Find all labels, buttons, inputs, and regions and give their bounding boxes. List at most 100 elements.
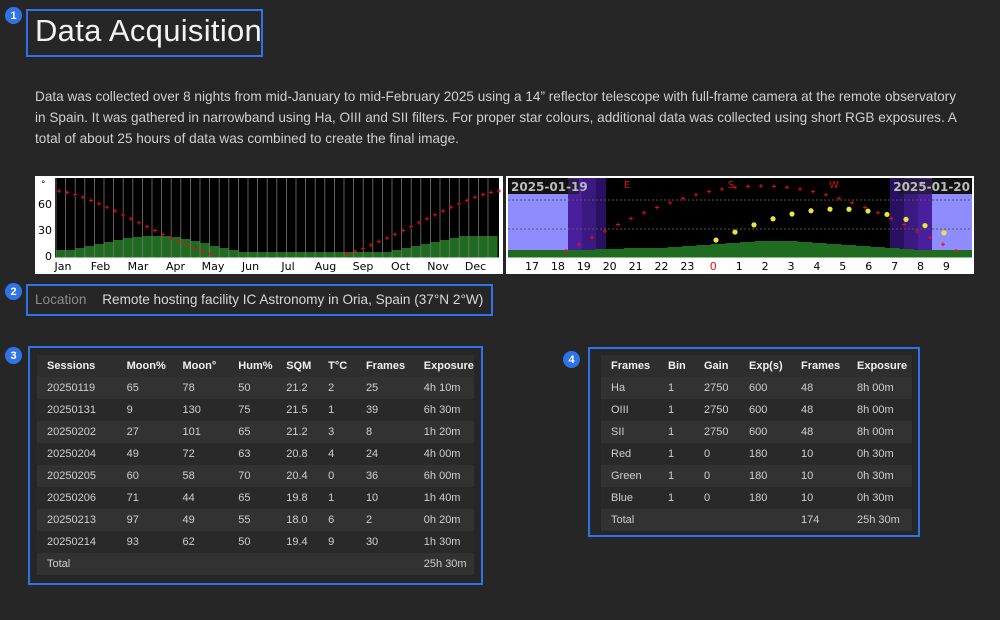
- night-target-marker: [922, 222, 928, 229]
- annual-moon-marker: [89, 198, 93, 203]
- annual-bar: [363, 252, 373, 258]
- annual-bar: [478, 236, 488, 258]
- sessions-table-cell: 1h 40m: [413, 487, 474, 509]
- night-bar: [667, 247, 682, 258]
- sessions-table-cell: 20.4: [276, 465, 319, 487]
- sessions-header-cell: Moon%: [116, 355, 173, 377]
- annual-moon-marker: [465, 198, 469, 203]
- sessions-table-cell: 6: [318, 509, 356, 531]
- annual-bar: [228, 250, 239, 258]
- sessions-table-cell: 50: [228, 531, 277, 553]
- sessions-table-cell: 101: [172, 421, 229, 443]
- annual-bar: [161, 236, 172, 258]
- annual-y-tick: 30: [38, 224, 52, 237]
- annual-month-label: Oct: [391, 260, 411, 273]
- annual-chart-svg: ° 60 30 0 Jan Feb Mar Apr May Jun Jul Aug Sep Oct…: [38, 178, 522, 273]
- night-moon-marker: [759, 184, 763, 188]
- annual-moon-marker: [209, 252, 213, 257]
- sessions-table-cell: 21.5: [276, 399, 319, 421]
- annual-bar: [334, 252, 344, 258]
- annual-moon-marker: [161, 232, 165, 237]
- sessions-table-cell: 20250213: [37, 509, 117, 531]
- annual-bar: [248, 252, 258, 258]
- sessions-table-cell: 62: [172, 531, 229, 553]
- frames-table-row: Green 1 0 180 10 0h 30m: [601, 465, 912, 487]
- annual-month-label: Dec: [465, 260, 486, 273]
- frames-table-cell: 600: [739, 399, 791, 421]
- annual-moon-marker: [457, 201, 461, 206]
- sessions-table-cell: 20250205: [37, 465, 117, 487]
- night-moon-marker: [785, 185, 789, 190]
- sessions-table-cell: 27: [116, 421, 173, 443]
- night-bar: [740, 242, 755, 258]
- night-moon-marker: [720, 187, 724, 192]
- night-target-marker: [846, 206, 852, 212]
- sessions-table-row: 20250205 60 58 70 20.4 0 36 6h 00m: [37, 465, 474, 487]
- frames-table-cell: 10: [791, 465, 847, 487]
- night-hour-label: 6: [865, 260, 872, 273]
- sessions-table-cell: 9: [318, 531, 356, 553]
- night-bar: [537, 250, 552, 258]
- annual-bar: [104, 242, 114, 258]
- frames-table-cell: 8h 00m: [847, 399, 912, 421]
- annual-bar: [238, 252, 248, 258]
- sessions-table-cell: [355, 553, 414, 575]
- night-bar: [580, 250, 595, 258]
- night-bar: [508, 250, 523, 258]
- night-moon-marker: [798, 187, 802, 192]
- frames-header-cell: Frames: [601, 355, 658, 377]
- annual-bar: [276, 252, 287, 258]
- annual-moon-marker: [169, 236, 173, 241]
- frames-table-cell: [694, 509, 739, 531]
- night-moon-marker: [902, 222, 906, 227]
- sessions-table-cell: Total: [37, 553, 117, 575]
- annual-month-label: May: [202, 260, 225, 273]
- night-target-marker: [865, 208, 871, 214]
- night-bar: [914, 250, 929, 258]
- night-hour-label: 7: [891, 260, 898, 273]
- sessions-header-cell: Exposure: [413, 355, 474, 377]
- annual-moon-marker: [345, 252, 349, 257]
- annual-moon-marker: [81, 195, 85, 200]
- annual-bar: [152, 236, 162, 258]
- frames-header-cell: Gain: [694, 355, 739, 377]
- annual-moon-marker: [369, 243, 373, 248]
- frames-table-cell: Ha: [601, 377, 658, 399]
- night-moon-marker: [577, 242, 581, 247]
- annual-moon-marker: [401, 228, 405, 233]
- annual-moon-marker: [129, 216, 133, 221]
- annual-moon-marker: [73, 192, 77, 197]
- morning-twilight-band: [932, 194, 972, 258]
- sessions-table-cell: [318, 553, 356, 575]
- sessions-table-cell: 60: [116, 465, 173, 487]
- annual-bar: [257, 252, 268, 258]
- sessions-table-cell: 20250131: [37, 399, 117, 421]
- annual-bar: [372, 252, 383, 258]
- night-bar: [725, 243, 740, 258]
- sessions-table-cell: 78: [172, 377, 229, 399]
- sessions-table-cell: 21.2: [276, 421, 319, 443]
- night-moon-marker: [564, 249, 568, 253]
- annual-moon-marker: [361, 246, 365, 251]
- sessions-table-cell: 20250202: [37, 421, 117, 443]
- night-moon-marker: [876, 210, 880, 215]
- frames-header-cell: Exposure: [847, 355, 912, 377]
- annual-bar: [488, 236, 498, 258]
- annual-moon-marker: [65, 190, 69, 195]
- sessions-table-cell: 97: [116, 509, 173, 531]
- night-moon-marker: [954, 249, 958, 253]
- frames-table-row: Red 1 0 180 10 0h 30m: [601, 443, 912, 465]
- annual-month-label: Sep: [353, 260, 374, 273]
- annual-moon-marker: [481, 192, 485, 197]
- sessions-table-cell: 20250204: [37, 443, 117, 465]
- night-target-marker: [770, 216, 776, 222]
- annual-moon-marker: [177, 239, 181, 244]
- annual-moon-marker: [433, 212, 437, 217]
- evening-twilight-band: [596, 178, 606, 258]
- annual-month-label: Feb: [91, 260, 110, 273]
- annual-bar: [382, 252, 392, 258]
- annual-bar: [113, 240, 124, 258]
- sessions-table-cell: 20250214: [37, 531, 117, 553]
- frames-table-cell: Total: [601, 509, 658, 531]
- sessions-header-cell: Hum%: [228, 355, 277, 377]
